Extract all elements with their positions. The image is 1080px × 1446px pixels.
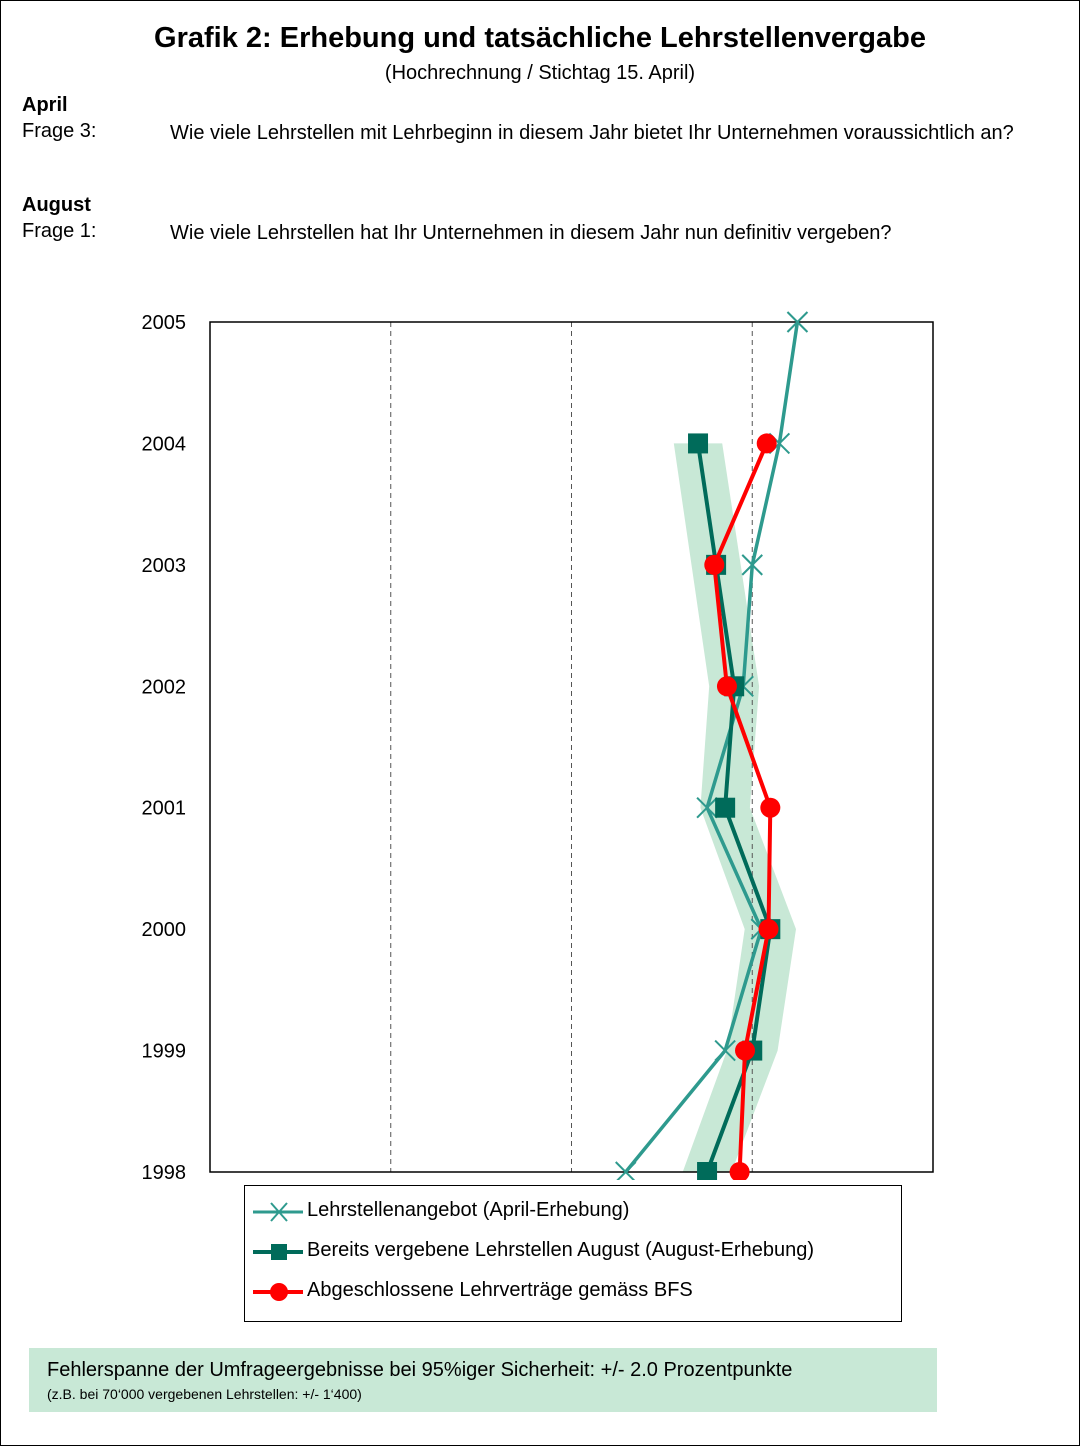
- august-point-1998: [697, 1162, 718, 1180]
- legend-label-april: Lehrstellenangebot (April-Erhebung): [307, 1199, 630, 1221]
- legend-label-bfs: Abgeschlossene Lehrverträge gemäss BFS: [307, 1279, 693, 1301]
- bfs-point-2002: [716, 676, 737, 697]
- error-margin-note: Fehlerspanne der Umfrageergebnisse bei 9…: [29, 1348, 937, 1412]
- legend-label-august: Bereits vergebene Lehrstellen August (Au…: [307, 1239, 814, 1261]
- question-month-august: August: [22, 194, 91, 216]
- bfs-point-2004: [756, 433, 777, 454]
- line-chart: 1998199920002001200220032004200540506070…: [142, 311, 934, 1180]
- question-label-april: Frage 3:: [22, 120, 97, 142]
- legend-item-april: Lehrstellenangebot (April-Erhebung): [245, 1194, 901, 1230]
- legend-x-marker-icon: [253, 1202, 303, 1222]
- note-main-text: Fehlerspanne der Umfrageergebnisse bei 9…: [47, 1359, 793, 1381]
- y-tick-label-1998: 1998: [142, 1162, 187, 1180]
- april-point-2003: [741, 554, 763, 576]
- legend-item-bfs: Abgeschlossene Lehrverträge gemäss BFS: [245, 1274, 901, 1310]
- y-tick-label-2003: 2003: [142, 555, 187, 577]
- august-point-2001: [715, 797, 736, 818]
- y-tick-label-1999: 1999: [142, 1041, 187, 1063]
- august-point-2004: [688, 433, 709, 454]
- question-label-august: Frage 1:: [22, 220, 97, 242]
- legend-circle-marker-icon: [253, 1283, 303, 1301]
- y-tick-label-2001: 2001: [142, 798, 187, 820]
- note-sub-text: (z.B. bei 70‘000 vergebenen Lehrstellen:…: [47, 1386, 362, 1402]
- april-point-1998: [615, 1161, 637, 1180]
- legend-square-marker-icon: [253, 1244, 303, 1260]
- y-tick-label-2004: 2004: [142, 433, 187, 455]
- bfs-point-1999: [735, 1040, 756, 1061]
- y-tick-label-2002: 2002: [142, 676, 187, 698]
- question-month-april: April: [22, 94, 68, 116]
- plot-area-frame: [209, 321, 934, 1173]
- y-tick-label-2000: 2000: [142, 919, 187, 941]
- question-text-april: Wie viele Lehrstellen mit Lehrbeginn in …: [170, 122, 1014, 144]
- bfs-point-1998: [729, 1162, 750, 1180]
- bfs-point-2001: [760, 797, 781, 818]
- april-point-1999: [714, 1039, 736, 1062]
- legend-item-august: Bereits vergebene Lehrstellen August (Au…: [245, 1234, 901, 1270]
- legend: Lehrstellenangebot (April-Erhebung) Bere…: [244, 1185, 902, 1322]
- april-series-line: [624, 321, 800, 1174]
- question-text-august: Wie viele Lehrstellen hat Ihr Unternehme…: [170, 222, 892, 244]
- chart-title: Grafik 2: Erhebung und tatsächliche Lehr…: [154, 22, 926, 54]
- y-tick-label-2005: 2005: [142, 312, 187, 334]
- april-point-2005: [786, 311, 809, 333]
- bfs-point-2000: [758, 919, 779, 940]
- april-point-2001: [696, 797, 718, 819]
- chart-subtitle: (Hochrechnung / Stichtag 15. April): [384, 62, 696, 84]
- bfs-point-2003: [704, 554, 725, 575]
